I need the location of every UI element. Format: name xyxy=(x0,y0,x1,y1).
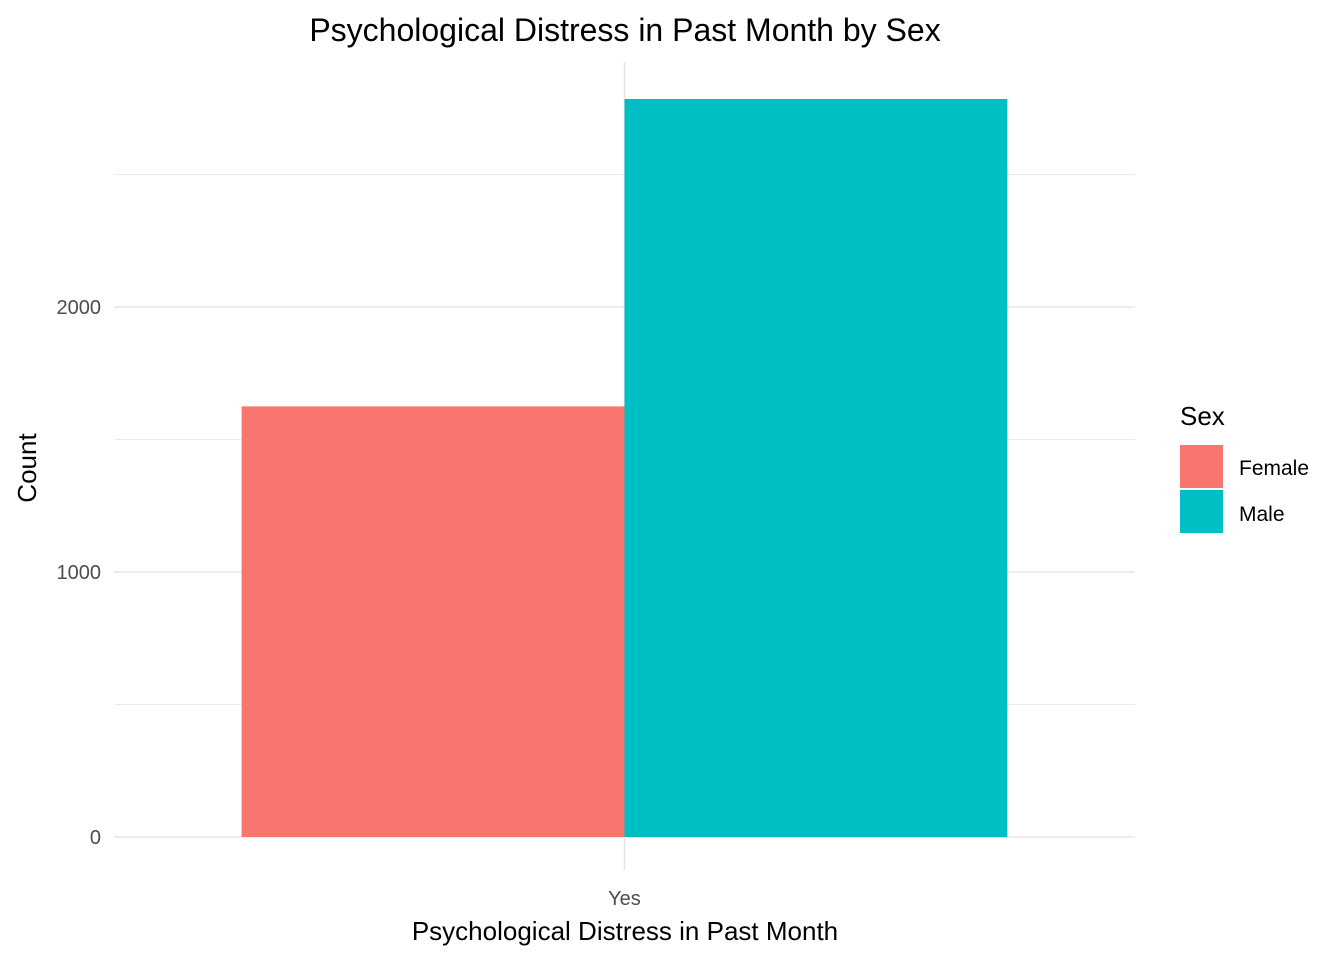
y-tick-label: 1000 xyxy=(57,562,102,584)
x-axis-ticks: Yes xyxy=(608,888,641,910)
y-tick-label: 0 xyxy=(90,827,101,849)
x-tick-label: Yes xyxy=(608,888,641,910)
legend-title: Sex xyxy=(1180,401,1225,431)
legend-swatch-female xyxy=(1180,445,1223,488)
legend-label-female: Female xyxy=(1239,457,1309,480)
x-axis-title: Psychological Distress in Past Month xyxy=(412,916,838,946)
bar-female-yes xyxy=(241,406,625,837)
chart-title: Psychological Distress in Past Month by … xyxy=(309,12,940,48)
legend-swatch-male xyxy=(1180,490,1223,533)
y-axis-ticks: 0 1000 2000 xyxy=(57,297,102,849)
bars xyxy=(241,98,1008,838)
legend: Sex Female Male xyxy=(1180,401,1309,533)
legend-label-male: Male xyxy=(1239,503,1285,526)
y-axis-title: Count xyxy=(12,433,42,503)
bar-male-yes xyxy=(624,98,1008,838)
y-tick-label: 2000 xyxy=(57,297,102,319)
